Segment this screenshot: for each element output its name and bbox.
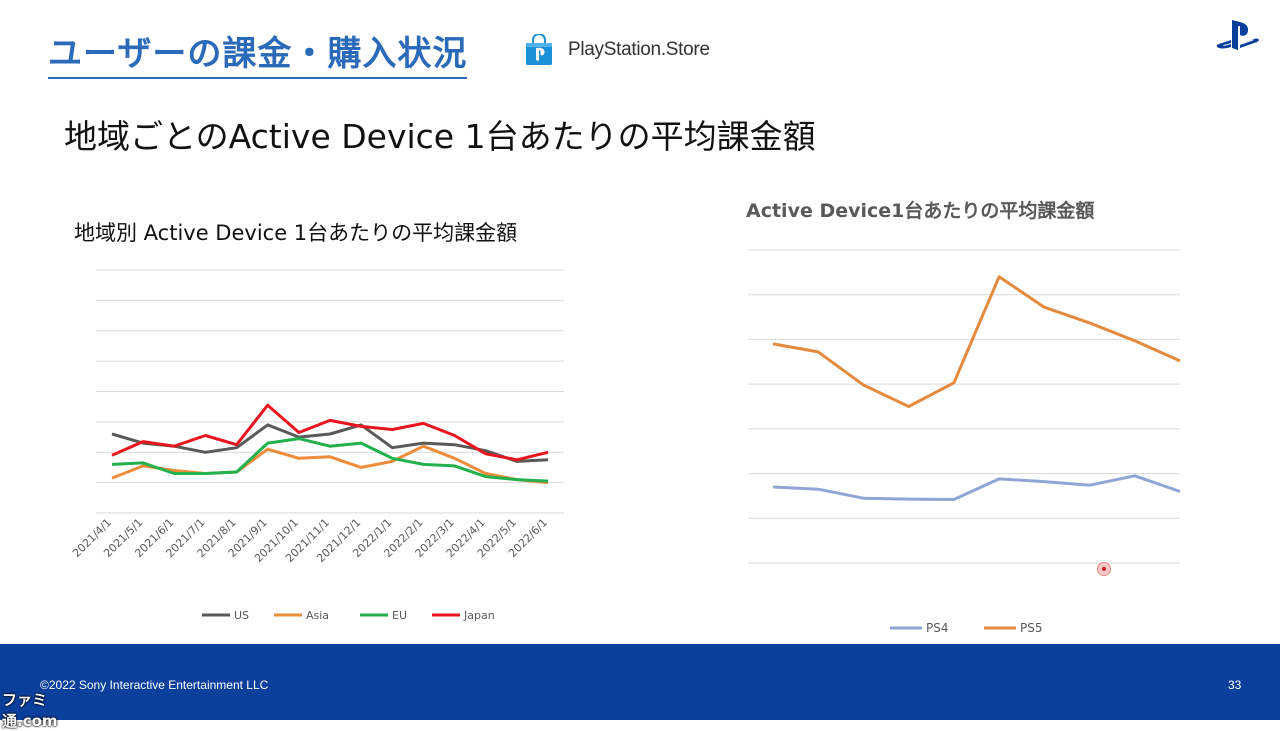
playstation-store-logo: PlayStation.Store: [524, 30, 710, 70]
playstation-logo-icon: [1216, 20, 1259, 50]
series-line-ps4: [772, 474, 1181, 501]
legend-label-ps4: PS4: [926, 621, 949, 635]
watermark-logo: ファミ通.com: [2, 691, 58, 730]
regional-line-chart: 地域別 Active Device 1台あたりの平均課金額2021/4/1202…: [70, 221, 564, 622]
legend-label-us: US: [234, 609, 249, 622]
series-line-ps5: [772, 275, 1181, 408]
slide-title: ユーザーの課金・購入状況: [48, 26, 468, 79]
legend-label-japan: Japan: [463, 609, 495, 622]
shopping-bag-icon: [526, 34, 552, 65]
legend-label-asia: Asia: [306, 609, 329, 622]
footer-bar: [0, 644, 1280, 720]
series-line-asia: [111, 444, 549, 485]
page-number: 33: [1228, 678, 1242, 692]
chart-title: 地域別 Active Device 1台あたりの平均課金額: [74, 221, 517, 245]
slide-subtitle: 地域ごとのActive Device 1台あたりの平均課金額: [64, 117, 816, 156]
copyright-text: ©2022 Sony Interactive Entertainment LLC: [40, 678, 269, 692]
store-name: PlayStation.Store: [568, 39, 710, 60]
pointer-cursor: [1097, 562, 1111, 576]
legend-label-eu: EU: [392, 609, 407, 622]
platform-line-chart: Active Device1台あたりの平均課金額 PS4 PS5: [746, 199, 1181, 635]
chart-title: Active Device1台あたりの平均課金額: [746, 199, 1094, 222]
legend-label-ps5: PS5: [1020, 621, 1043, 635]
series-line-japan: [111, 403, 549, 462]
series-line-eu: [111, 437, 549, 483]
